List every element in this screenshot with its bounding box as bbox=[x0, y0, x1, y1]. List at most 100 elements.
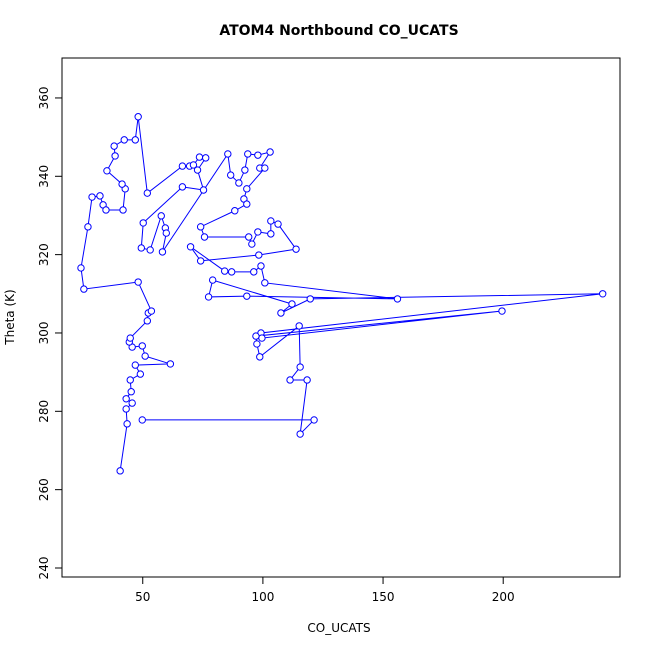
data-point bbox=[120, 136, 128, 144]
data-point bbox=[134, 278, 142, 286]
data-point bbox=[136, 370, 145, 378]
data-point bbox=[138, 342, 146, 350]
data-point bbox=[118, 180, 126, 188]
data-point bbox=[241, 166, 249, 174]
data-point bbox=[224, 150, 232, 158]
y-axis-label: Theta (K) bbox=[3, 289, 17, 345]
data-point bbox=[199, 186, 208, 194]
data-point bbox=[126, 334, 134, 342]
data-point bbox=[84, 223, 92, 231]
chart-title: ATOM4 Northbound CO_UCATS bbox=[219, 23, 458, 39]
data-point bbox=[127, 388, 135, 396]
y-tick-label: 240 bbox=[37, 557, 51, 580]
x-tick-label: 100 bbox=[251, 590, 274, 604]
data-point bbox=[96, 192, 104, 200]
data-point bbox=[123, 420, 131, 428]
data-point bbox=[243, 185, 251, 193]
data-point bbox=[122, 395, 130, 403]
data-point bbox=[102, 206, 110, 214]
data-point bbox=[178, 183, 187, 191]
data-point bbox=[178, 162, 187, 170]
data-point bbox=[186, 243, 195, 251]
data-point bbox=[204, 293, 213, 301]
data-point bbox=[235, 179, 243, 187]
data-point bbox=[267, 230, 275, 238]
data-point bbox=[141, 352, 149, 360]
data-point bbox=[306, 295, 314, 303]
data-point bbox=[146, 246, 154, 254]
data-point bbox=[196, 223, 205, 231]
data-point bbox=[143, 317, 152, 325]
data-point bbox=[220, 267, 229, 275]
data-point bbox=[157, 212, 165, 220]
data-point bbox=[122, 405, 130, 413]
data-point bbox=[244, 150, 252, 158]
data-point bbox=[250, 268, 258, 276]
data-point bbox=[266, 148, 274, 156]
data-point bbox=[253, 340, 261, 348]
data-point bbox=[261, 164, 269, 172]
y-tick-label: 280 bbox=[37, 400, 51, 423]
data-point bbox=[162, 229, 170, 237]
data-point bbox=[111, 152, 119, 160]
y-tick-label: 360 bbox=[37, 87, 51, 110]
y-tick-label: 260 bbox=[37, 478, 51, 501]
data-point bbox=[116, 467, 124, 475]
data-point bbox=[498, 307, 506, 315]
data-point bbox=[202, 154, 210, 162]
data-point bbox=[138, 416, 146, 424]
data-point bbox=[195, 153, 204, 161]
data-point bbox=[166, 360, 175, 368]
plot-box bbox=[61, 57, 621, 578]
data-point bbox=[243, 200, 251, 208]
y-tick-label: 300 bbox=[37, 322, 51, 345]
x-tick-label: 150 bbox=[372, 590, 395, 604]
y-tick-label: 340 bbox=[37, 165, 51, 188]
x-tick-label: 200 bbox=[492, 590, 515, 604]
data-point bbox=[292, 245, 300, 253]
data-point bbox=[255, 251, 263, 259]
data-point bbox=[110, 142, 118, 150]
data-point bbox=[296, 363, 304, 371]
data-point bbox=[77, 264, 85, 272]
data-point bbox=[245, 233, 253, 241]
data-point bbox=[131, 136, 139, 144]
data-point bbox=[131, 361, 139, 369]
data-point bbox=[126, 376, 134, 384]
data-point bbox=[158, 248, 167, 256]
data-point bbox=[128, 399, 136, 407]
data-point bbox=[227, 268, 236, 276]
data-point bbox=[208, 276, 217, 284]
data-point bbox=[254, 228, 262, 236]
data-point bbox=[103, 167, 111, 175]
data-point bbox=[248, 240, 256, 248]
data-point bbox=[274, 220, 282, 228]
data-point bbox=[88, 193, 96, 201]
data-point bbox=[189, 161, 198, 169]
data-point bbox=[139, 219, 147, 227]
data-point bbox=[119, 206, 127, 214]
data-point bbox=[295, 322, 303, 330]
data-point bbox=[196, 257, 205, 265]
data-point bbox=[286, 376, 294, 384]
y-tick-label: 320 bbox=[37, 243, 51, 266]
x-axis-label: CO_UCATS bbox=[307, 621, 370, 635]
data-point bbox=[231, 207, 239, 215]
data-point bbox=[200, 233, 209, 241]
data-point bbox=[193, 166, 202, 174]
data-point bbox=[257, 262, 265, 270]
data-point bbox=[243, 292, 251, 300]
data-point bbox=[134, 113, 142, 121]
data-point bbox=[147, 307, 156, 315]
data-point bbox=[277, 309, 285, 317]
data-point bbox=[310, 416, 318, 424]
data-point bbox=[261, 279, 269, 287]
data-point bbox=[303, 376, 311, 384]
data-point bbox=[296, 430, 304, 438]
x-tick-label: 50 bbox=[135, 590, 150, 604]
data-point bbox=[143, 189, 152, 197]
data-point bbox=[598, 290, 607, 298]
data-point bbox=[393, 295, 402, 303]
